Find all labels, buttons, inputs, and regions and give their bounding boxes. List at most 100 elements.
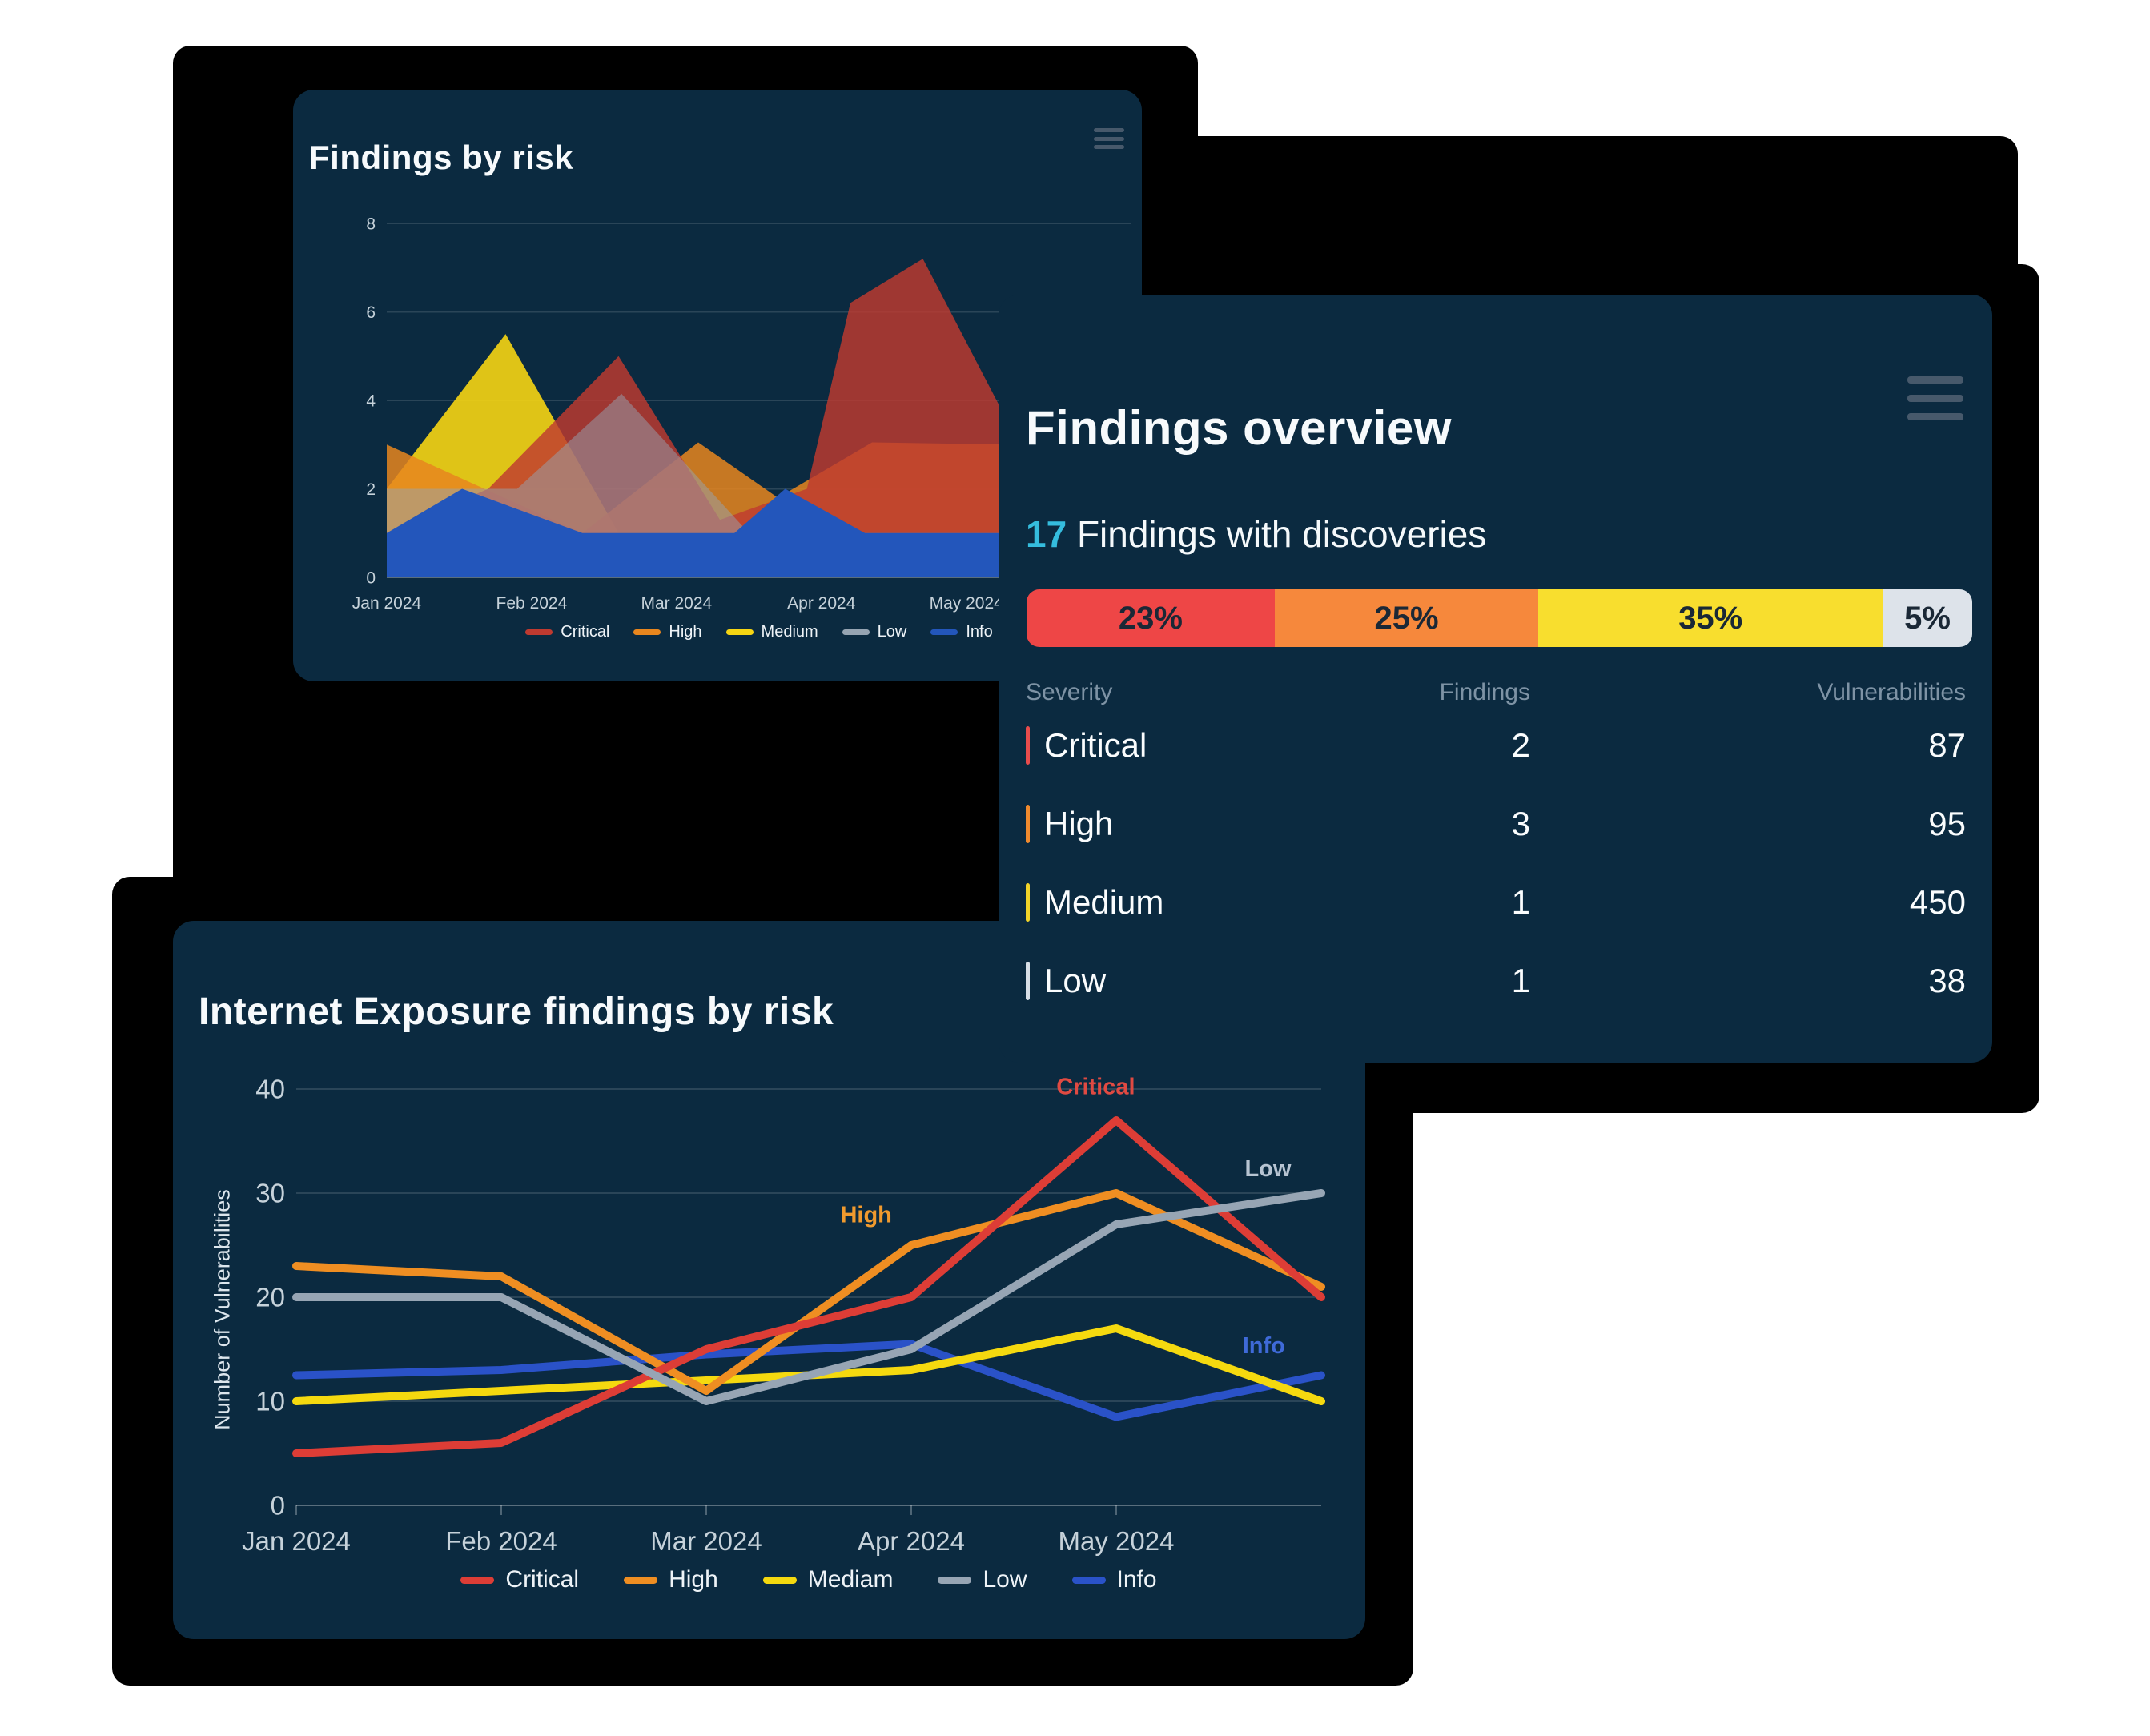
y-tick-label: 2 xyxy=(366,480,376,499)
table-row: High 3 95 xyxy=(1026,785,1966,863)
legend-dash xyxy=(725,629,754,635)
legend-label: Low xyxy=(983,1566,1027,1593)
line-series-low xyxy=(292,1189,1325,1405)
legend-dash xyxy=(762,1576,797,1584)
legend-label: Low xyxy=(877,623,907,641)
y-tick-label: 0 xyxy=(271,1491,285,1521)
line-series-high xyxy=(292,1189,1325,1395)
bar-segment-high: 25% xyxy=(1274,589,1539,647)
severity-label: Critical xyxy=(1044,726,1147,764)
legend-item-high[interactable]: High xyxy=(624,1566,718,1593)
x-axis-label: Jan 2024 xyxy=(352,594,422,613)
card-title: Findings by risk xyxy=(309,138,574,176)
legend-dash xyxy=(938,1576,972,1584)
bar-segment-medium: 35% xyxy=(1538,589,1883,647)
internet-exposure-line: 0 10 20 30 40 Jan 2024 Feb 2024 Mar 2024 Apr 202… xyxy=(242,1075,1325,1556)
vulnerabilities-value: 95 xyxy=(1928,805,1966,842)
legend-dash xyxy=(525,629,553,635)
series-annotation-high: High xyxy=(840,1202,891,1228)
hamburger-icon[interactable] xyxy=(1907,376,1963,420)
vulnerabilities-value: 38 xyxy=(1928,962,1966,999)
bar-segment-label: 5% xyxy=(1904,600,1951,636)
x-axis-label: Feb 2024 xyxy=(496,594,568,613)
severity-label: Medium xyxy=(1044,883,1164,921)
bar-segment-label: 25% xyxy=(1374,600,1439,636)
y-tick-label: 8 xyxy=(366,215,376,233)
card-title: Findings overview xyxy=(1026,400,1452,455)
legend-item-low[interactable]: Low xyxy=(938,1566,1027,1593)
severity-tick xyxy=(1026,805,1030,843)
severity-label: High xyxy=(1044,805,1114,842)
y-tick-label: 6 xyxy=(366,303,376,322)
legend-label: Info xyxy=(1116,1566,1157,1593)
legend-dash xyxy=(633,629,661,635)
line-series-critical xyxy=(292,1116,1325,1457)
findings-value: 1 xyxy=(1511,962,1530,999)
findings-summary-label: Findings with discoveries xyxy=(1067,513,1487,555)
y-tick-label: 20 xyxy=(255,1283,285,1312)
severity-table: Severity Findings Vulnerabilities Critic… xyxy=(1026,679,1966,1020)
bar-segment-label: 23% xyxy=(1118,600,1183,636)
bar-segment-critical: 23% xyxy=(1027,589,1275,647)
legend-item-mediam[interactable]: Mediam xyxy=(762,1566,893,1593)
findings-summary: 17 Findings with discoveries xyxy=(1026,512,1486,556)
hamburger-icon[interactable] xyxy=(1094,128,1124,149)
x-axis-label: Apr 2024 xyxy=(858,1526,965,1556)
y-tick-label: 30 xyxy=(255,1179,285,1208)
vulnerabilities-value: 450 xyxy=(1909,883,1966,921)
bar-segment-label: 35% xyxy=(1678,600,1743,636)
legend-item-medium[interactable]: Medium xyxy=(725,623,818,641)
findings-value: 1 xyxy=(1511,883,1530,921)
y-tick-label: 0 xyxy=(366,569,376,587)
table-header-vulnerabilities: Vulnerabilities xyxy=(1817,679,1966,705)
legend-item-low[interactable]: Low xyxy=(842,623,907,641)
severity-tick xyxy=(1026,962,1030,1000)
severity-tick xyxy=(1026,883,1030,922)
findings-count: 17 xyxy=(1026,513,1067,555)
series-annotation-low: Low xyxy=(1244,1156,1291,1182)
table-row: Critical 2 87 xyxy=(1026,706,1966,785)
x-axis-label: Mar 2024 xyxy=(641,594,713,613)
table-header-findings: Findings xyxy=(1439,679,1530,705)
legend-item-info[interactable]: Info xyxy=(930,623,993,641)
table-header-row: Severity Findings Vulnerabilities xyxy=(1026,679,1966,706)
severity-label: Low xyxy=(1044,962,1107,999)
legend-item-critical[interactable]: Critical xyxy=(460,1566,579,1593)
y-tick-label: 4 xyxy=(366,392,376,410)
x-axis-label: Mar 2024 xyxy=(650,1526,762,1556)
y-tick-label: 10 xyxy=(255,1387,285,1417)
line-series-info xyxy=(292,1340,1325,1421)
table-row: Medium 1 450 xyxy=(1026,863,1966,942)
x-axis-label: Jan 2024 xyxy=(242,1526,351,1556)
legend-label: Critical xyxy=(505,1566,580,1593)
card-findings-overview: Findings overview 17 Findings with disco… xyxy=(999,295,1992,1063)
chart-legend: Critical High Mediam Low Info xyxy=(296,1566,1321,1593)
x-axis-label: May 2024 xyxy=(1059,1526,1175,1556)
x-axis-label: Feb 2024 xyxy=(445,1526,557,1556)
legend-label: Medium xyxy=(761,623,818,641)
series-annotation-critical: Critical xyxy=(1056,1075,1135,1100)
series-annotation-info: Info xyxy=(1243,1333,1285,1359)
table-header-severity: Severity xyxy=(1026,679,1113,705)
legend-item-critical[interactable]: Critical xyxy=(525,623,609,641)
line-series-mediam xyxy=(292,1324,1325,1405)
findings-value: 3 xyxy=(1511,805,1530,842)
legend-item-high[interactable]: High xyxy=(633,623,702,641)
x-axis-label: Apr 2024 xyxy=(787,594,856,613)
legend-label: Info xyxy=(966,623,993,641)
legend-item-info[interactable]: Info xyxy=(1071,1566,1157,1593)
chart-legend: Critical High Medium Low Info xyxy=(387,623,1131,641)
x-axis-label: May 2024 xyxy=(930,594,1004,613)
findings-value: 2 xyxy=(1511,726,1530,764)
legend-dash xyxy=(460,1576,495,1584)
severity-tick xyxy=(1026,726,1030,765)
internet-exposure-line-chart: 0 10 20 30 40 Jan 2024 Feb 2024 Mar 2024 Apr 202… xyxy=(173,921,1365,1639)
legend-label: High xyxy=(669,623,702,641)
bar-segment-low: 5% xyxy=(1883,589,1972,647)
legend-label: High xyxy=(669,1566,718,1593)
legend-dash xyxy=(1071,1576,1106,1584)
y-tick-label: 40 xyxy=(255,1075,285,1104)
area-series-info xyxy=(387,488,1131,577)
legend-dash xyxy=(842,629,870,635)
